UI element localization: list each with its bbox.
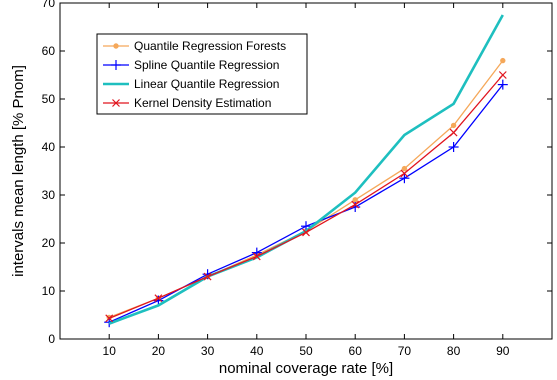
y-tick-label: 30 [42, 188, 56, 202]
y-tick-label: 40 [42, 140, 56, 154]
y-tick-label: 60 [42, 44, 56, 58]
data-point [498, 71, 507, 79]
y-tick-label: 70 [42, 0, 56, 10]
x-tick-label: 10 [103, 344, 117, 358]
data-point [112, 99, 120, 107]
data-point [449, 128, 458, 137]
x-tick-label: 30 [201, 344, 215, 358]
data-point [448, 142, 459, 152]
data-point [500, 57, 506, 64]
series [108, 14, 504, 325]
data-point [399, 173, 410, 184]
data-point [154, 294, 163, 303]
x-tick-label: 90 [496, 344, 510, 358]
x-axis-label: nominal coverage rate [%] [219, 360, 393, 377]
x-axis: 10 20 30 40 50 60 70 80 90 [103, 3, 510, 358]
y-axis: 0 10 20 30 40 50 60 70 [42, 0, 552, 346]
y-axis-label: intervals mean length [% Pnom] [10, 65, 27, 277]
series [105, 71, 507, 323]
legend-item: Kernel Density Estimation [103, 96, 271, 110]
data-point [450, 122, 457, 129]
x-tick-label: 70 [398, 344, 412, 358]
data-point [351, 200, 360, 209]
y-tick-label: 50 [42, 92, 56, 106]
data-point [111, 60, 121, 70]
legend-box [96, 33, 308, 115]
data-point [400, 169, 409, 178]
x-tick-label: 50 [299, 344, 313, 358]
y-tick-label: 0 [48, 332, 55, 346]
series-layer [104, 14, 508, 328]
data-point [497, 79, 508, 90]
data-point [302, 228, 310, 237]
legend-label: Quantile Regression Forests [134, 39, 286, 53]
y-tick-label: 20 [42, 236, 56, 250]
legend: Quantile Regression Forests Spline Quanti… [96, 33, 308, 115]
y-tick-label: 10 [42, 284, 56, 298]
x-tick-label: 80 [447, 344, 461, 358]
data-point [352, 197, 358, 203]
legend-item: Linear Quantile Regression [103, 77, 279, 91]
series-line [108, 14, 504, 325]
legend-item: Quantile Regression Forests [103, 39, 286, 53]
data-point [113, 43, 119, 49]
data-point [105, 314, 114, 323]
legend-item: Spline Quantile Regression [103, 58, 279, 72]
x-tick-label: 20 [152, 344, 166, 358]
data-point [203, 272, 212, 281]
legend-label: Kernel Density Estimation [134, 96, 271, 110]
legend-label: Linear Quantile Regression [134, 77, 279, 91]
x-tick-label: 40 [250, 344, 264, 358]
legend-label: Spline Quantile Regression [134, 58, 279, 72]
data-point [252, 252, 261, 261]
data-point [401, 165, 408, 172]
x-tick-label: 60 [349, 344, 363, 358]
